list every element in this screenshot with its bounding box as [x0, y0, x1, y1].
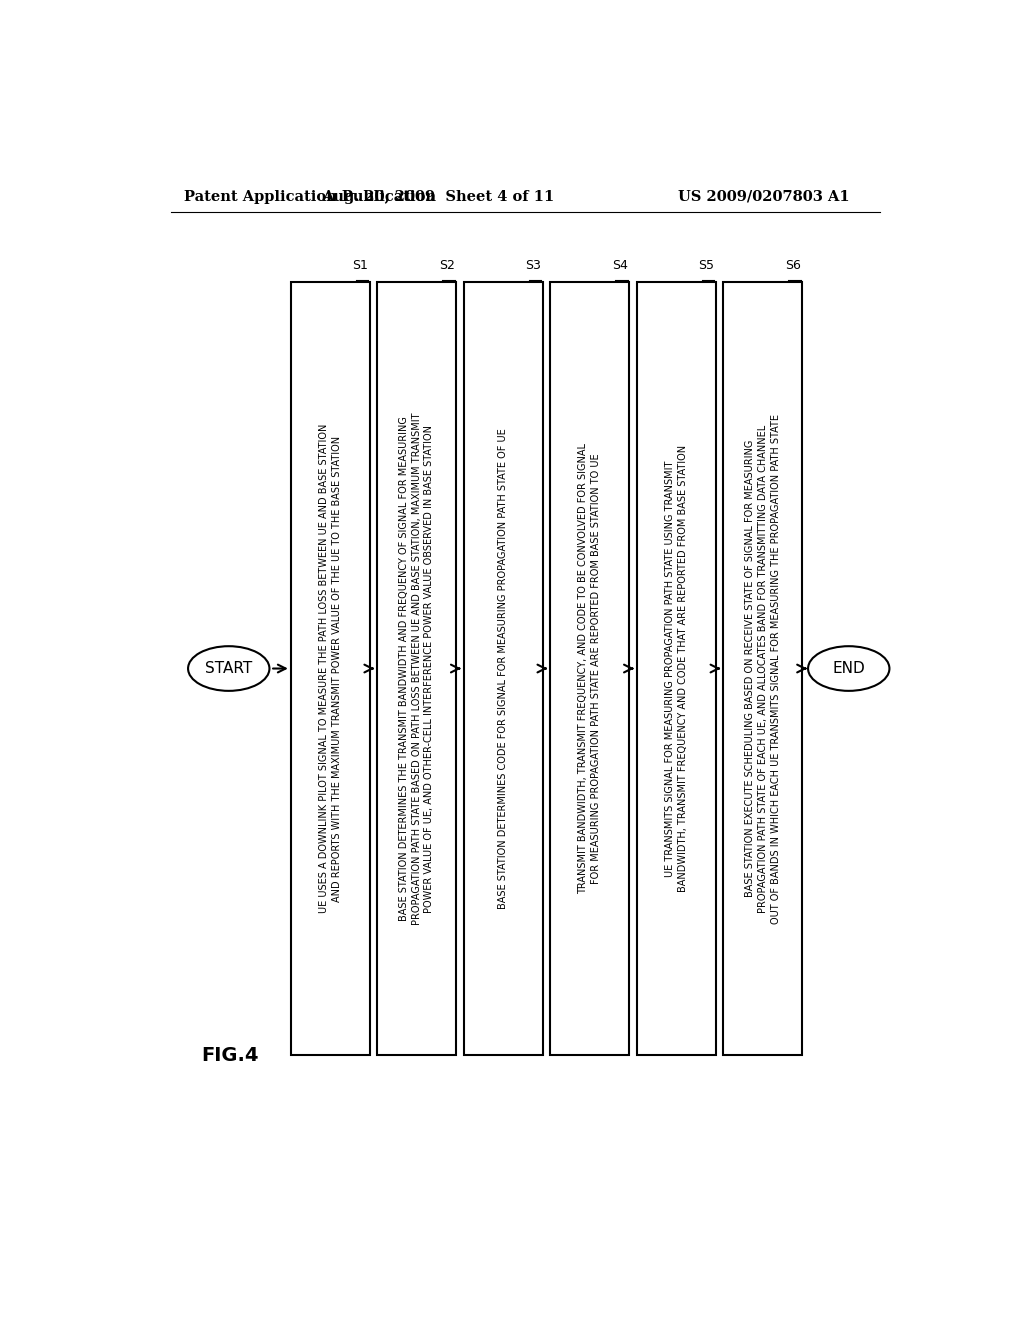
Text: Patent Application Publication: Patent Application Publication: [183, 190, 436, 203]
Text: S6: S6: [784, 259, 801, 272]
Bar: [550, 281, 629, 1056]
Bar: [377, 281, 456, 1056]
Text: US 2009/0207803 A1: US 2009/0207803 A1: [678, 190, 849, 203]
Text: TRANSMIT BANDWIDTH, TRANSMIT FREQUENCY, AND CODE TO BE CONVOLVED FOR SIGNAL
FOR : TRANSMIT BANDWIDTH, TRANSMIT FREQUENCY, …: [579, 444, 601, 894]
Text: UE TRANSMITS SIGNAL FOR MEASURING PROPAGATION PATH STATE USING TRANSMIT
BANDWIDT: UE TRANSMITS SIGNAL FOR MEASURING PROPAG…: [665, 445, 688, 892]
Text: S1: S1: [352, 259, 368, 272]
Ellipse shape: [808, 647, 890, 690]
Text: START: START: [205, 661, 252, 676]
Bar: [637, 281, 716, 1056]
Text: BASE STATION DETERMINES THE TRANSMIT BANDWIDTH AND FREQUENCY OF SIGNAL FOR MEASU: BASE STATION DETERMINES THE TRANSMIT BAN…: [399, 412, 434, 925]
Text: S4: S4: [611, 259, 628, 272]
Text: END: END: [833, 661, 865, 676]
Text: S3: S3: [525, 259, 541, 272]
Text: S5: S5: [698, 259, 714, 272]
Text: S2: S2: [438, 259, 455, 272]
Text: Aug. 20, 2009  Sheet 4 of 11: Aug. 20, 2009 Sheet 4 of 11: [322, 190, 554, 203]
Text: BASE STATION DETERMINES CODE FOR SIGNAL FOR MEASURING PROPAGATION PATH STATE OF : BASE STATION DETERMINES CODE FOR SIGNAL …: [499, 428, 508, 909]
Text: UE USES A DOWNLINK PILOT SIGNAL TO MEASURE THE PATH LOSS BETWEEN UE AND BASE STA: UE USES A DOWNLINK PILOT SIGNAL TO MEASU…: [318, 424, 342, 913]
Bar: [464, 281, 543, 1056]
Text: FIG.4: FIG.4: [202, 1045, 259, 1065]
Bar: [291, 281, 370, 1056]
Bar: [724, 281, 802, 1056]
Text: BASE STATION EXECUTE SCHEDULING BASED ON RECEIVE STATE OF SIGNAL FOR MEASURING
P: BASE STATION EXECUTE SCHEDULING BASED ON…: [745, 413, 780, 924]
Ellipse shape: [188, 647, 269, 690]
